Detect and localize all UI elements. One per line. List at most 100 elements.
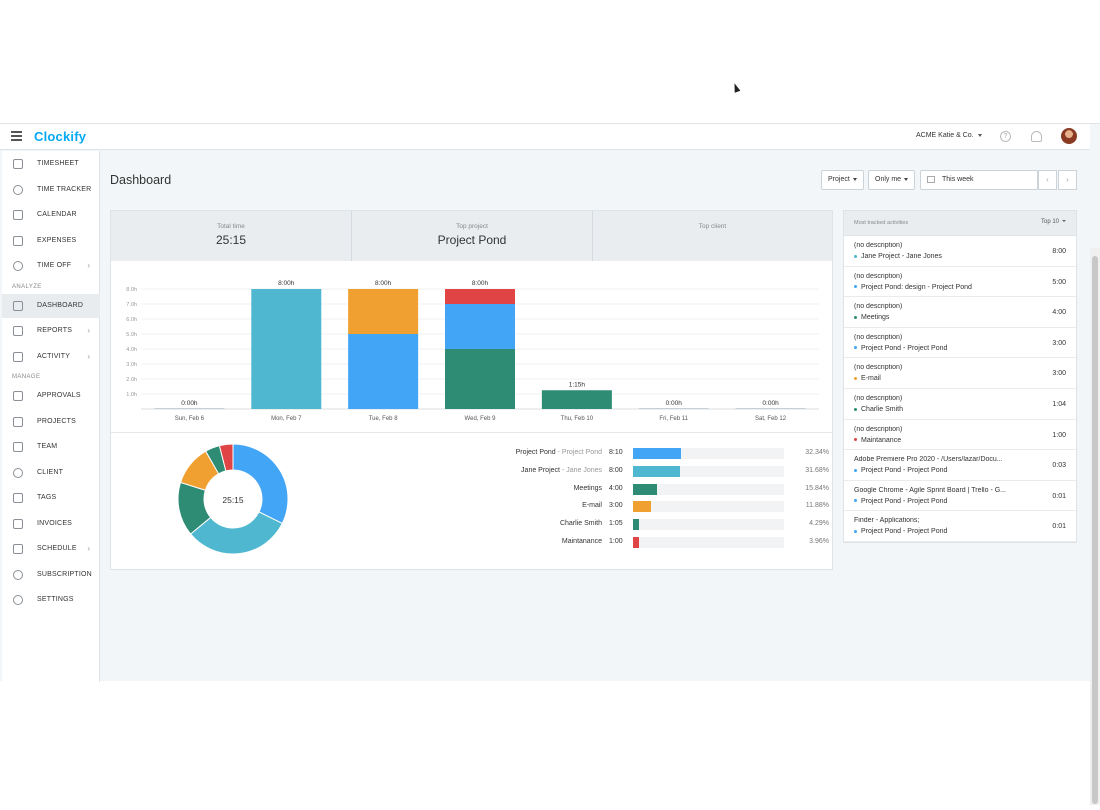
sidebar-item-subscription[interactable]: SUBSCRIPTION <box>2 563 100 587</box>
activity-duration: 5:00 <box>1052 278 1066 286</box>
avatar[interactable] <box>1061 128 1077 144</box>
bar-segment <box>348 289 419 334</box>
sidebar-item-label: PROJECTS <box>37 417 76 425</box>
sidebar-item-projects[interactable]: PROJECTS <box>2 410 100 434</box>
legend-row[interactable]: Jane Project - Jane Jones 8:00 31.68% <box>441 465 831 479</box>
sidebar-item-label: APPROVALS <box>37 392 81 399</box>
legend-bar-fill <box>633 501 651 513</box>
analyze-section-label: ANALYZE <box>12 283 42 290</box>
sidebar-item-label: SUBSCRIPTION <box>37 570 92 578</box>
sidebar-item-timesheet[interactable]: TIMESHEET <box>2 152 100 176</box>
sidebar-item-activity[interactable]: ACTIVITY › <box>2 345 100 369</box>
activity-row[interactable]: Google Chrome - Agile Sprint Board | Tre… <box>844 481 1076 512</box>
activity-row[interactable]: (no description) Charlie Smith 1:04 <box>844 389 1076 420</box>
tag-icon <box>13 493 23 503</box>
x-tick-label: Wed, Feb 9 <box>465 416 497 422</box>
sidebar-item-time-tracker[interactable]: TIME TRACKER <box>2 178 100 202</box>
sidebar-item-label: SETTINGS <box>37 596 74 603</box>
sidebar-item-team[interactable]: TEAM <box>2 435 100 459</box>
next-week-button[interactable]: › <box>1058 170 1077 190</box>
prev-week-button[interactable]: ‹ <box>1038 170 1057 190</box>
legend-row[interactable]: Maintanance 1:00 3.96% <box>441 536 831 550</box>
project-breakdown: 25:15 Project Pond - Project Pond 8:10 32.… <box>111 433 832 569</box>
sidebar-item-client[interactable]: CLIENT <box>2 461 100 485</box>
calendar-icon <box>13 210 23 220</box>
gear-icon <box>13 595 23 605</box>
legend-project-name: Jane Project - Jane Jones <box>521 467 602 474</box>
top-project-label: Top project <box>456 223 488 230</box>
activity-project: Meetings <box>854 314 889 321</box>
legend-percentage: 32.34% <box>805 449 829 456</box>
activity-description: (no description) <box>854 333 903 341</box>
activity-row[interactable]: (no description) Jane Project - Jane Jone… <box>844 236 1076 267</box>
activity-row[interactable]: (no description) Meetings 4:00 <box>844 297 1076 328</box>
legend-bar-fill <box>633 448 681 459</box>
chevron-down-icon <box>904 177 909 181</box>
legend-duration: 8:00 <box>609 466 623 474</box>
bar-empty <box>638 408 709 409</box>
app-window: Clockify ACME Katie & Co. ? TIMESHEET TIM… <box>0 123 1100 805</box>
legend-project-name: Charlie Smith <box>560 520 602 527</box>
sidebar-item-approvals[interactable]: APPROVALS <box>2 384 100 408</box>
clockify-logo[interactable]: Clockify <box>34 129 87 144</box>
date-range-picker[interactable]: This week <box>920 170 1038 190</box>
legend-row[interactable]: Project Pond - Project Pond 8:10 32.34% <box>441 447 831 461</box>
activity-description: Adobe Premiere Pro 2020 - /Users/lazar/D… <box>854 456 1003 464</box>
dashboard-icon <box>13 300 23 311</box>
legend-project-label: Maintanance <box>561 538 602 545</box>
legend-row[interactable]: Charlie Smith 1:05 4.29% <box>441 518 831 532</box>
sidebar-item-settings[interactable]: SETTINGS <box>2 588 100 612</box>
scope-label: Only me <box>875 176 902 183</box>
top-limit-label: Top 10 <box>1040 219 1059 225</box>
group-by-dropdown[interactable]: Project <box>821 170 864 190</box>
scrollbar-thumb[interactable] <box>1092 256 1098 804</box>
activity-duration: 0:01 <box>1052 523 1066 531</box>
chevron-right-icon: › <box>87 326 90 335</box>
top-bar: Clockify ACME Katie & Co. ? <box>0 124 1090 150</box>
scope-dropdown[interactable]: Only me <box>868 170 915 190</box>
activity-row[interactable]: (no description) Project Pond - Project P… <box>844 328 1076 359</box>
group-by-label: Project <box>828 176 850 183</box>
bar-total-label: 0:00h <box>181 400 198 407</box>
activity-row[interactable]: (no description) Project Pond: design - P… <box>844 267 1076 298</box>
sidebar-item-label: TEAM <box>37 443 58 450</box>
sidebar-item-dashboard[interactable]: DASHBOARD <box>2 293 100 318</box>
legend-row[interactable]: Meetings 4:00 15.84% <box>441 483 831 497</box>
sidebar-item-reports[interactable]: REPORTS › <box>2 319 100 343</box>
hamburger-menu-icon[interactable] <box>11 131 22 141</box>
legend-bar-fill <box>633 537 639 548</box>
bar-total-label: 0:00h <box>666 400 683 407</box>
top-limit-dropdown[interactable]: Top 10 <box>1041 219 1066 225</box>
legend-project-label: Charlie Smith <box>559 520 602 528</box>
activity-row[interactable]: Finder - Applications; Project Pond - Pro… <box>844 511 1076 542</box>
activity-row[interactable]: (no description) Maintanance 1:00 <box>844 420 1076 451</box>
legend-duration: 3:00 <box>609 502 623 510</box>
sidebar-item-calendar[interactable]: CALENDAR <box>2 203 100 227</box>
sidebar-item-tags[interactable]: TAGS <box>2 486 100 510</box>
activity-icon <box>13 351 23 362</box>
activity-description: (no description) <box>854 395 903 402</box>
calendar-icon <box>927 175 935 183</box>
legend-duration: 1:00 <box>609 538 623 545</box>
sidebar-item-label: TIME TRACKER <box>37 185 92 193</box>
sidebar-item-time-off[interactable]: TIME OFF › <box>2 254 100 278</box>
workspace-selector[interactable]: ACME Katie & Co. <box>916 132 982 139</box>
legend-project-label: Meetings <box>573 484 602 492</box>
page-title: Dashboard <box>110 173 172 187</box>
legend-row[interactable]: E-mail 3:00 11.88% <box>441 500 831 514</box>
activity-row[interactable]: Adobe Premiere Pro 2020 - /Users/lazar/D… <box>844 450 1076 481</box>
help-icon[interactable]: ? <box>1000 131 1011 142</box>
page-scrollbar[interactable] <box>1090 248 1100 805</box>
activity-row[interactable]: (no description) E-mail 3:00 <box>844 358 1076 389</box>
time-off-icon <box>13 261 23 271</box>
bar-segment <box>541 390 612 409</box>
bell-icon[interactable] <box>1031 131 1042 142</box>
sidebar-item-schedule[interactable]: SCHEDULE › <box>2 537 100 561</box>
legend-client-label: - Jane Jones <box>559 466 602 474</box>
sidebar-item-invoices[interactable]: INVOICES <box>2 512 100 536</box>
timesheet-icon <box>13 159 23 169</box>
activity-project: Project Pond - Project Pond <box>854 528 947 535</box>
sidebar-item-expenses[interactable]: EXPENSES <box>2 229 100 253</box>
sidebar-item-label: DASHBOARD <box>37 301 84 309</box>
activity-description: (no description) <box>854 272 903 280</box>
